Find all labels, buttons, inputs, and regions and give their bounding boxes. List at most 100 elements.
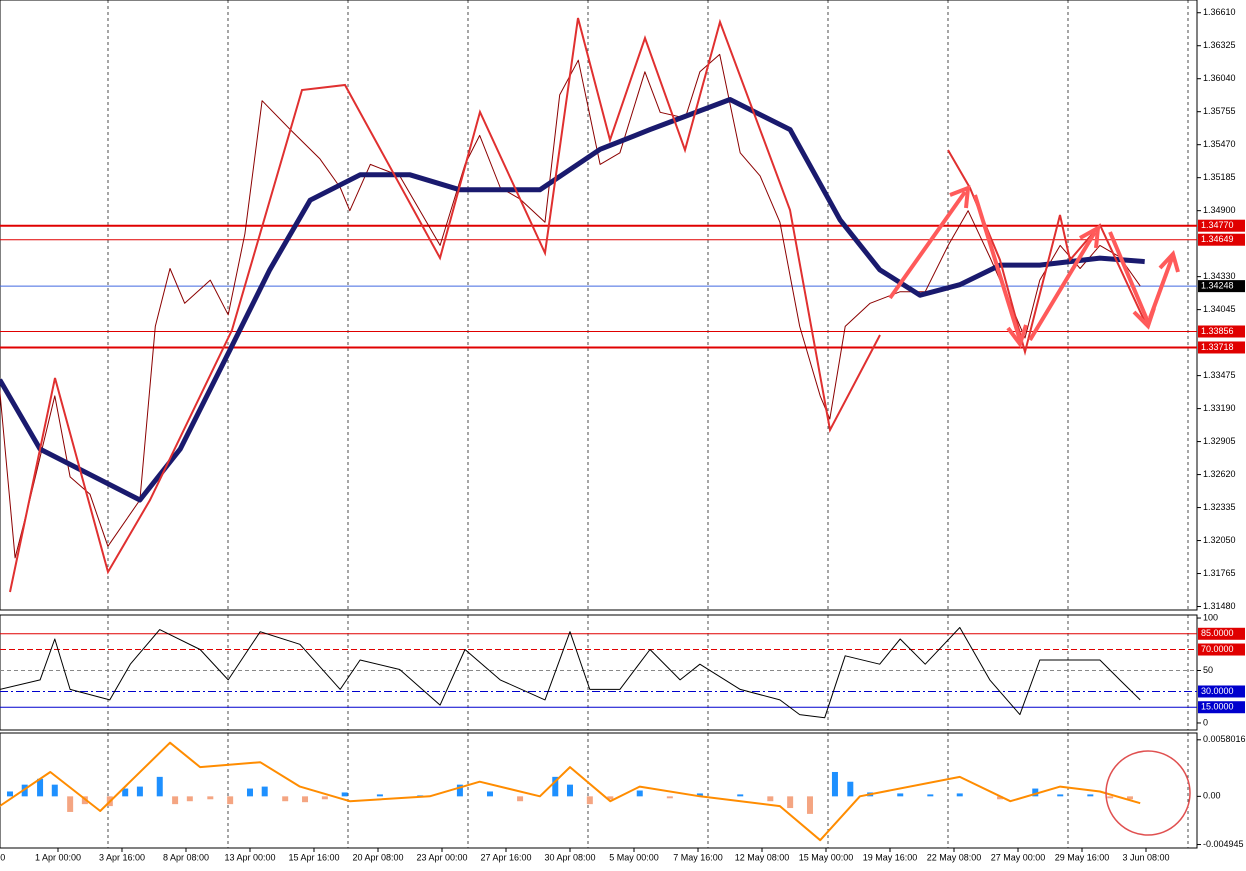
x-tick-label: 27 Apr 16:00 [480, 852, 531, 862]
histogram-bar [156, 776, 163, 797]
x-tick-label: 20 Apr 08:00 [352, 852, 403, 862]
histogram-bar [261, 786, 268, 797]
histogram-bar [787, 796, 794, 809]
histogram-bar [122, 788, 129, 797]
level-label: 1.33718 [1201, 342, 1234, 352]
histogram-bar [321, 796, 328, 800]
histogram-bar [172, 796, 179, 805]
data-layers: 1.36610 1.36325 1.36040 1.35755 1.35470 1.351… [0, 7, 1246, 862]
y-tick-label: 0.0058016 [1203, 734, 1246, 744]
series-line [0, 627, 1141, 719]
level-label-box [1198, 627, 1245, 640]
y-tick-label: 1.36325 [1203, 40, 1236, 50]
level-label: 1.34248 [1201, 281, 1234, 291]
y-tick-label: 1.35185 [1203, 172, 1236, 182]
x-tick-label: 12 May 08:00 [735, 852, 790, 862]
series-line [0, 741, 1141, 842]
histogram-bar [1126, 796, 1133, 800]
y-tick-label: 1.34900 [1203, 205, 1236, 215]
level-label-box [1198, 341, 1245, 354]
x-tick-label: 5 May 00:00 [609, 852, 659, 862]
x-tick-label: 15 Apr 16:00 [288, 852, 339, 862]
y-tick-label: 1.35755 [1203, 106, 1236, 116]
histogram-bar [302, 796, 309, 803]
histogram-bar [21, 784, 28, 797]
level-label: 70.0000 [1201, 644, 1234, 654]
level-label-box [1198, 280, 1245, 293]
y-tick-label: 1.31765 [1203, 568, 1236, 578]
x-tick-label: 19 May 16:00 [863, 852, 918, 862]
histogram-bar [636, 790, 643, 797]
histogram-bar [456, 784, 463, 797]
y-tick-label: -0.004945 [1203, 839, 1244, 849]
histogram-bar [1032, 788, 1039, 797]
annotations [9, 17, 1191, 836]
y-tick-label: 0 [1203, 717, 1208, 727]
level-label: 85.0000 [1201, 628, 1234, 638]
histogram-bar [517, 796, 524, 802]
level-label: 1.34649 [1201, 234, 1234, 244]
histogram-bar [6, 791, 13, 797]
level-label-box [1198, 325, 1245, 338]
histogram-bar [282, 796, 289, 802]
histogram-bar [1087, 794, 1094, 797]
histogram-bar [207, 796, 214, 800]
histogram-bar [767, 796, 774, 802]
macd-panel-frame [0, 732, 1198, 849]
level-label-box [1198, 233, 1245, 246]
x-tick-label: 7 May 16:00 [673, 852, 723, 862]
y-tick-label: 50 [1203, 665, 1213, 675]
histogram-bar [927, 794, 934, 797]
highlight-circle [1105, 750, 1191, 836]
arrow [1148, 257, 1174, 319]
arrow-head [1079, 224, 1101, 249]
histogram-bar [417, 795, 424, 797]
x-tick-label: 3 Apr 16:00 [99, 852, 145, 862]
histogram-bar [341, 792, 348, 797]
x-tick-label: 23 Apr 00:00 [416, 852, 467, 862]
x-tick-label: 3 Jun 08:00 [1122, 852, 1169, 862]
histogram-bar [246, 788, 253, 797]
histogram-bar [136, 786, 143, 797]
series-line [0, 97, 1145, 503]
level-label-box [1198, 643, 1245, 656]
histogram-bar [552, 776, 559, 797]
y-tick-label: 1.36610 [1203, 7, 1236, 17]
histogram-bar [956, 793, 963, 797]
y-tick-label: 1.32050 [1203, 535, 1236, 545]
level-label-box [1198, 685, 1245, 698]
x-tick-label: 13 Apr 00:00 [224, 852, 275, 862]
y-tick-label: 1.34045 [1203, 304, 1236, 314]
level-label: 1.34770 [1201, 220, 1234, 230]
level-label: 30.0000 [1201, 686, 1234, 696]
y-tick-label: 1.32905 [1203, 436, 1236, 446]
histogram-bar [1107, 796, 1114, 799]
y-tick-label: 1.34330 [1203, 271, 1236, 281]
series-line [0, 53, 1141, 559]
y-tick-label: 100 [1203, 612, 1218, 622]
histogram-bar [566, 784, 573, 797]
arrow-head [1158, 250, 1180, 273]
y-tick-label: 0.00 [1203, 791, 1221, 801]
histogram-bar [997, 796, 1004, 800]
histogram-bar [607, 796, 614, 800]
histogram-bar [486, 791, 493, 797]
level-label-box [1198, 701, 1245, 714]
histogram-bar [806, 796, 813, 814]
arrow [973, 194, 1022, 341]
histogram-bar [1057, 794, 1064, 797]
x-tick-label: 8 Apr 08:00 [163, 852, 209, 862]
x-tick-label: 27 May 00:00 [991, 852, 1046, 862]
histogram-bar [831, 771, 838, 797]
histogram-bar [186, 796, 193, 802]
level-label: 1.33856 [1201, 326, 1234, 336]
x-tick-label: 1 Apr 00:00 [35, 852, 81, 862]
histogram-bar [737, 794, 744, 797]
histogram-bar [897, 793, 904, 797]
arrow [888, 190, 967, 300]
histogram-bar [666, 796, 673, 799]
histogram-bar [586, 796, 593, 805]
y-tick-label: 1.31480 [1203, 601, 1236, 611]
histogram-bar [67, 796, 74, 812]
